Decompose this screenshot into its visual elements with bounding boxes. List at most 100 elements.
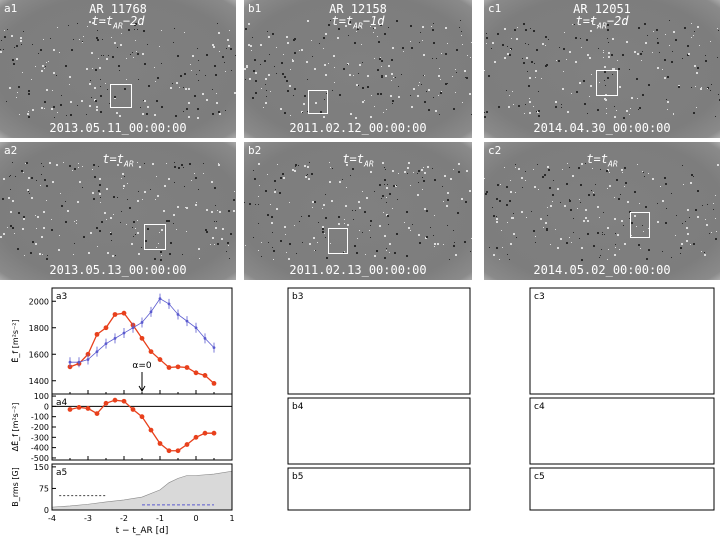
magnetic-speckle	[387, 215, 389, 217]
magnetic-speckle	[562, 88, 564, 90]
magnetic-speckle	[3, 49, 4, 50]
magnetic-speckle	[199, 70, 200, 71]
magnetic-speckle	[420, 32, 421, 33]
magnetic-speckle	[28, 177, 30, 179]
magnetic-speckle	[422, 177, 423, 178]
magnetic-speckle	[669, 45, 670, 46]
magnetic-speckle	[411, 47, 413, 49]
magnetic-speckle	[307, 20, 309, 22]
time-label: t=tAR	[102, 152, 134, 169]
magnetic-speckle	[273, 259, 274, 260]
magnetic-speckle	[597, 232, 599, 234]
magnetic-speckle	[191, 180, 192, 181]
magnetic-speckle	[706, 224, 708, 226]
magnetic-speckle	[70, 101, 72, 103]
y-tick-label: 1600	[29, 350, 49, 359]
date-label: 2014.04.30_00:00:00	[533, 121, 671, 135]
magnetic-speckle	[685, 221, 686, 222]
magnetic-speckle	[79, 181, 81, 183]
magnetic-speckle	[374, 191, 375, 192]
magnetic-speckle	[330, 243, 331, 244]
magnetic-speckle	[78, 167, 79, 168]
magnetic-speckle	[83, 236, 85, 238]
magnetic-speckle	[89, 105, 91, 107]
magnetic-speckle	[233, 210, 235, 212]
magnetic-speckle	[665, 34, 666, 35]
magnetic-speckle	[410, 25, 412, 27]
data-point-red	[130, 407, 136, 412]
data-point-blue	[140, 321, 144, 324]
magnetic-speckle	[214, 244, 215, 245]
magnetic-speckle	[280, 240, 282, 242]
magnetic-speckle	[553, 180, 554, 181]
magnetic-speckle	[371, 95, 372, 96]
magnetic-speckle	[20, 37, 22, 39]
magnetic-speckle	[402, 47, 404, 49]
magnetic-speckle	[345, 205, 347, 207]
x-axis-label: t − t_AR [d]	[116, 526, 169, 536]
ar-box	[328, 228, 348, 254]
data-point-red	[193, 370, 199, 376]
magnetic-speckle	[82, 166, 83, 167]
magnetic-speckle	[314, 201, 316, 203]
magnetic-speckle	[484, 70, 485, 71]
magnetic-speckle	[52, 181, 54, 183]
magnetic-speckle	[225, 71, 226, 72]
magnetic-speckle	[521, 177, 523, 179]
magnetic-speckle	[42, 65, 44, 67]
magnetic-speckle	[426, 236, 428, 238]
magnetic-speckle	[227, 242, 229, 244]
ar-label: AR 12158	[329, 2, 387, 16]
time-label: t=tAR−2d	[91, 14, 145, 31]
magnetic-speckle	[100, 111, 102, 113]
magnetic-speckle	[555, 106, 557, 108]
data-point-red	[202, 373, 208, 378]
magnetic-speckle	[154, 114, 156, 116]
magnetic-speckle	[344, 251, 345, 252]
magnetic-speckle	[393, 77, 394, 78]
magnetic-speckle	[419, 82, 420, 83]
magnetic-speckle	[53, 106, 55, 108]
magnetic-speckle	[264, 60, 266, 62]
magnetic-speckle	[642, 171, 643, 172]
panel-label: c4	[534, 402, 545, 412]
magnetic-speckle	[575, 37, 577, 39]
magnetic-speckle	[124, 88, 126, 90]
magnetic-speckle	[344, 219, 345, 220]
magnetic-speckle	[10, 211, 12, 213]
magnetic-speckle	[699, 45, 700, 46]
magnetic-speckle	[120, 44, 122, 46]
magnetic-speckle	[268, 74, 270, 76]
magnetic-speckle	[392, 103, 393, 104]
y-tick-label: -200	[31, 423, 49, 432]
magnetic-speckle	[591, 20, 593, 22]
magnetic-speckle	[349, 21, 351, 23]
magnetic-speckle	[515, 164, 516, 165]
magnetic-speckle	[272, 33, 274, 35]
magnetic-speckle	[293, 39, 295, 41]
magnetic-speckle	[652, 178, 654, 180]
magnetic-speckle	[228, 45, 230, 47]
magnetic-speckle	[525, 29, 527, 31]
magnetic-speckle	[106, 188, 108, 190]
magnetic-speckle	[323, 48, 324, 49]
magnetic-speckle	[352, 168, 354, 170]
magnetic-speckle	[14, 47, 15, 48]
magnetic-speckle	[534, 63, 535, 64]
magnetic-speckle	[77, 201, 79, 203]
magnetic-speckle	[65, 65, 67, 67]
magnetic-speckle	[642, 94, 644, 96]
magnetic-speckle	[421, 84, 422, 85]
magnetic-speckle	[309, 243, 311, 245]
magnetic-speckle	[183, 167, 184, 168]
magnetic-speckle	[424, 208, 426, 210]
magnetic-speckle	[507, 254, 508, 255]
magnetic-speckle	[410, 230, 411, 231]
magnetic-speckle	[395, 185, 397, 187]
magnetic-speckle	[555, 101, 557, 103]
magnetic-speckle	[28, 111, 29, 112]
magnetic-speckle	[428, 89, 430, 91]
magnetic-speckle	[89, 21, 91, 23]
magnetic-speckle	[343, 252, 344, 253]
magnetic-speckle	[484, 112, 485, 113]
